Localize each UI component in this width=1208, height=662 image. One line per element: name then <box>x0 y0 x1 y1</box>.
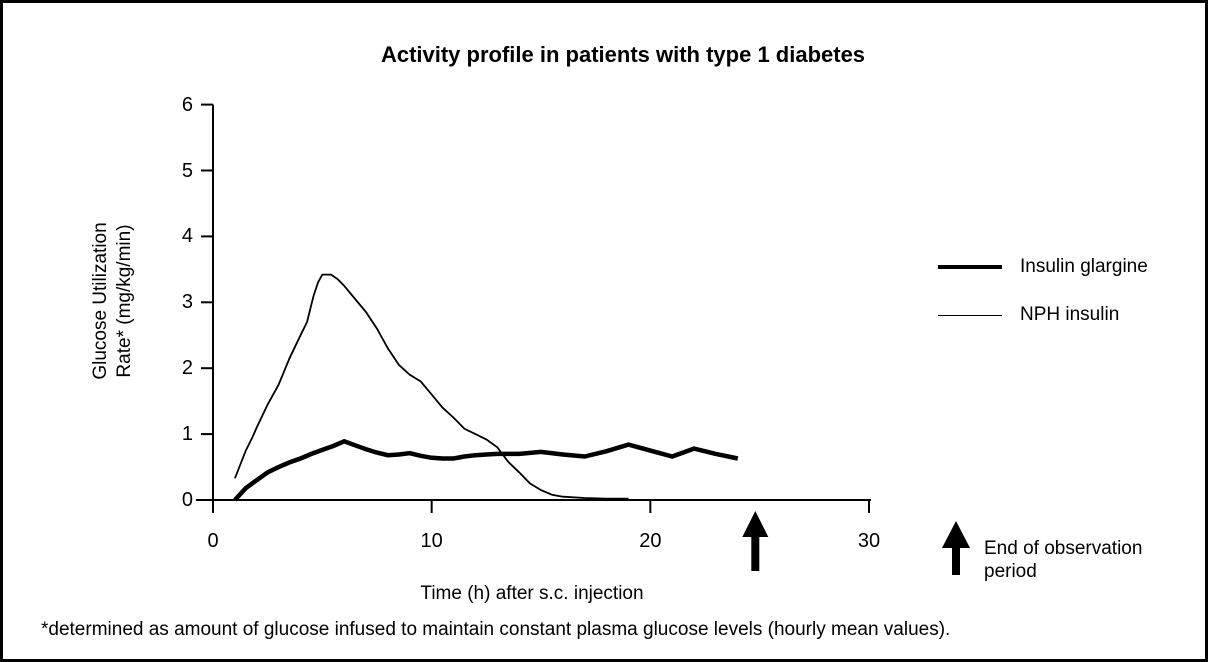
legend-label: Insulin glargine <box>1020 256 1148 277</box>
legend-line-sample <box>938 265 1002 269</box>
end-of-observation-label: End of observation period <box>984 538 1143 582</box>
series-line-nph-insulin <box>234 273 629 500</box>
series-line-insulin-glargine <box>233 438 739 502</box>
legend-entry: NPH insulin <box>938 304 1148 326</box>
y-tick-label: 4 <box>181 225 193 248</box>
legend-label: NPH insulin <box>1020 304 1120 325</box>
chart-legend: Insulin glargine NPH insulin <box>938 256 1148 352</box>
y-axis-label: Glucose Utilization Rate* (mg/kg/min) <box>90 222 135 380</box>
x-tick-label: 30 <box>857 530 881 552</box>
x-tick-label: 10 <box>420 530 443 552</box>
x-tick-label: 0 <box>207 530 219 552</box>
y-tick-label: 6 <box>181 93 193 116</box>
x-axis-label: Time (h) after s.c. injection <box>420 583 644 604</box>
y-tick-label: 5 <box>181 159 193 182</box>
y-tick-label: 2 <box>181 357 193 380</box>
end-of-observation-arrow-icon <box>742 511 769 571</box>
chart-title: Activity profile in patients with type 1… <box>380 42 866 67</box>
y-tick-label: 0 <box>181 489 193 511</box>
legend-entry: Insulin glargine <box>938 256 1148 278</box>
x-tick-label: 20 <box>639 530 662 552</box>
footnote: *determined as amount of glucose infused… <box>41 619 951 640</box>
y-tick-label: 3 <box>181 291 193 314</box>
y-tick-label: 1 <box>181 423 193 446</box>
legend-line-sample <box>938 314 1002 316</box>
up-arrow-icon <box>942 521 970 575</box>
